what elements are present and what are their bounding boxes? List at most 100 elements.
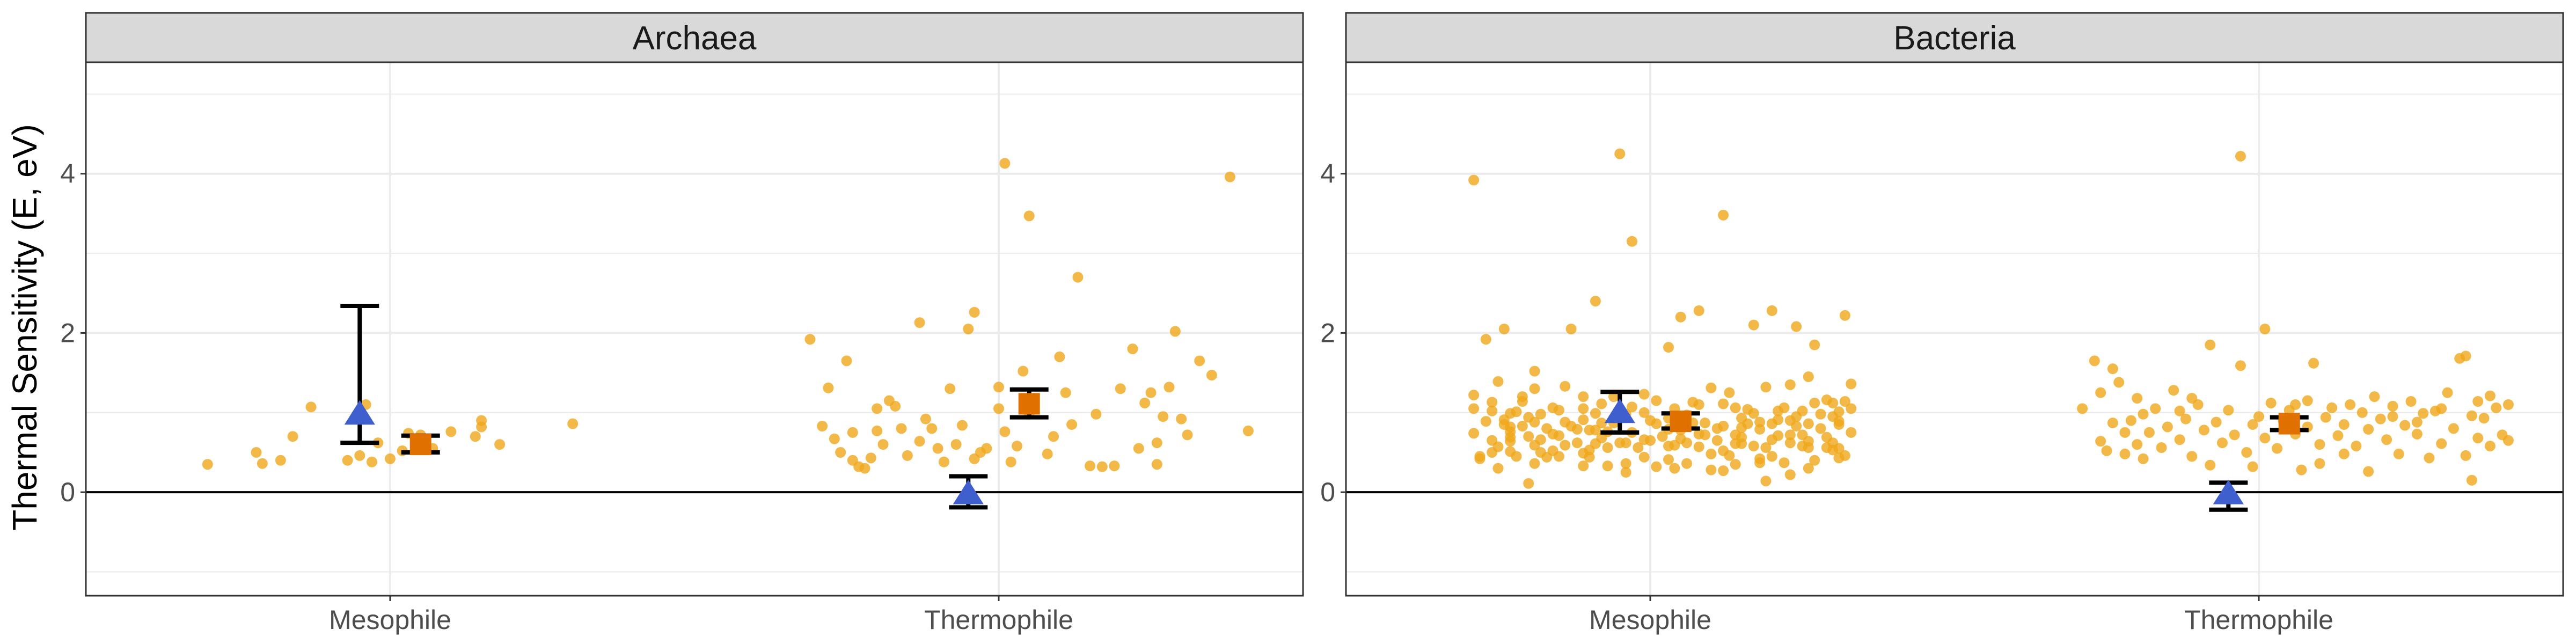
data-point (1773, 414, 1784, 426)
data-point (2363, 466, 2374, 477)
triangle-estimate (344, 400, 375, 425)
data-point (865, 452, 876, 464)
data-point (1072, 272, 1084, 283)
data-point (2351, 441, 2362, 452)
data-point (1571, 437, 1583, 449)
data-point (2077, 403, 2088, 414)
data-point (872, 403, 883, 414)
data-point (1809, 397, 1820, 408)
data-point (1803, 463, 1814, 474)
data-point (251, 447, 262, 458)
data-point (1596, 398, 1607, 409)
data-point (2211, 416, 2222, 428)
data-point (2442, 387, 2453, 398)
data-point (2272, 443, 2283, 454)
data-point (1498, 324, 1510, 334)
data-point (2363, 423, 2374, 435)
data-point (1626, 236, 1637, 247)
data-point (1133, 443, 1144, 454)
data-point (1748, 441, 1759, 452)
data-point (1803, 371, 1814, 383)
facet-title: Bacteria (1893, 20, 2016, 57)
data-point (1535, 447, 1546, 458)
data-point (1815, 423, 1826, 434)
data-point (1784, 379, 1796, 390)
data-point (1018, 365, 1029, 377)
data-point (1784, 437, 1796, 449)
data-point (2180, 413, 2191, 425)
data-point (2113, 377, 2125, 388)
data-point (1815, 408, 1826, 420)
data-point (1638, 389, 1650, 400)
data-point (1657, 431, 1668, 442)
panel-archaea: Archaea 0 2 4 Mesophile Thermophile (60, 12, 1304, 635)
data-point (1681, 458, 1693, 469)
data-point (1803, 418, 1814, 429)
facet-strip (1345, 12, 2564, 63)
data-point (354, 450, 365, 461)
data-point (2387, 411, 2398, 422)
data-point (1711, 423, 1723, 434)
data-point (890, 400, 901, 412)
data-point (2448, 423, 2459, 434)
data-point (2460, 450, 2471, 461)
data-point (2320, 412, 2331, 423)
data-point (1085, 460, 1096, 472)
data-point (963, 324, 974, 334)
facet-title: Archaea (633, 20, 757, 57)
data-point (1638, 451, 1650, 463)
data-point (1693, 441, 1704, 452)
data-point (1242, 425, 1254, 436)
data-point (1096, 461, 1108, 472)
data-point (2484, 390, 2496, 401)
data-point (1602, 442, 1613, 453)
data-point (1730, 402, 1741, 413)
facet-strip (85, 12, 1304, 63)
data-point (1748, 319, 1759, 331)
data-point (1492, 441, 1504, 452)
data-point (1693, 428, 1704, 440)
data-point (2205, 459, 2216, 471)
data-point (1833, 452, 1845, 464)
data-point (1468, 390, 1480, 401)
data-point (872, 425, 883, 436)
data-point (1821, 394, 1832, 406)
data-point (1626, 401, 1637, 413)
data-point (2119, 448, 2131, 459)
data-point (1718, 398, 1729, 409)
data-point (1596, 418, 1607, 429)
data-point (1066, 419, 1078, 430)
data-point (1109, 460, 1120, 472)
data-point (1480, 416, 1491, 427)
y-tick-label: 4 (1320, 159, 1335, 189)
y-tick-label: 2 (60, 318, 75, 348)
data-point (1779, 402, 1790, 413)
data-point (1151, 437, 1162, 449)
data-point (1492, 463, 1504, 474)
data-point (2502, 399, 2514, 410)
data-point (1474, 451, 1485, 462)
data-point (2223, 405, 2234, 416)
data-point (1773, 430, 1784, 441)
data-point (2472, 433, 2484, 444)
data-point (920, 413, 931, 425)
data-point (902, 450, 913, 461)
data-point (835, 447, 846, 458)
data-point (1487, 405, 1498, 416)
data-point (1797, 429, 1808, 441)
data-point (1669, 463, 1680, 474)
data-point (1005, 456, 1016, 467)
data-point (257, 458, 268, 469)
data-point (1468, 403, 1480, 414)
data-point (1809, 455, 1820, 466)
data-point (1115, 383, 1126, 394)
data-point (1523, 478, 1534, 489)
data-point (1560, 380, 1571, 392)
data-point (1523, 431, 1534, 442)
y-tick-label: 2 (1320, 318, 1335, 348)
data-point (1091, 408, 1102, 420)
data-point (1736, 431, 1747, 443)
data-point (1687, 397, 1699, 408)
data-point (1620, 458, 1631, 469)
data-point (859, 463, 870, 474)
